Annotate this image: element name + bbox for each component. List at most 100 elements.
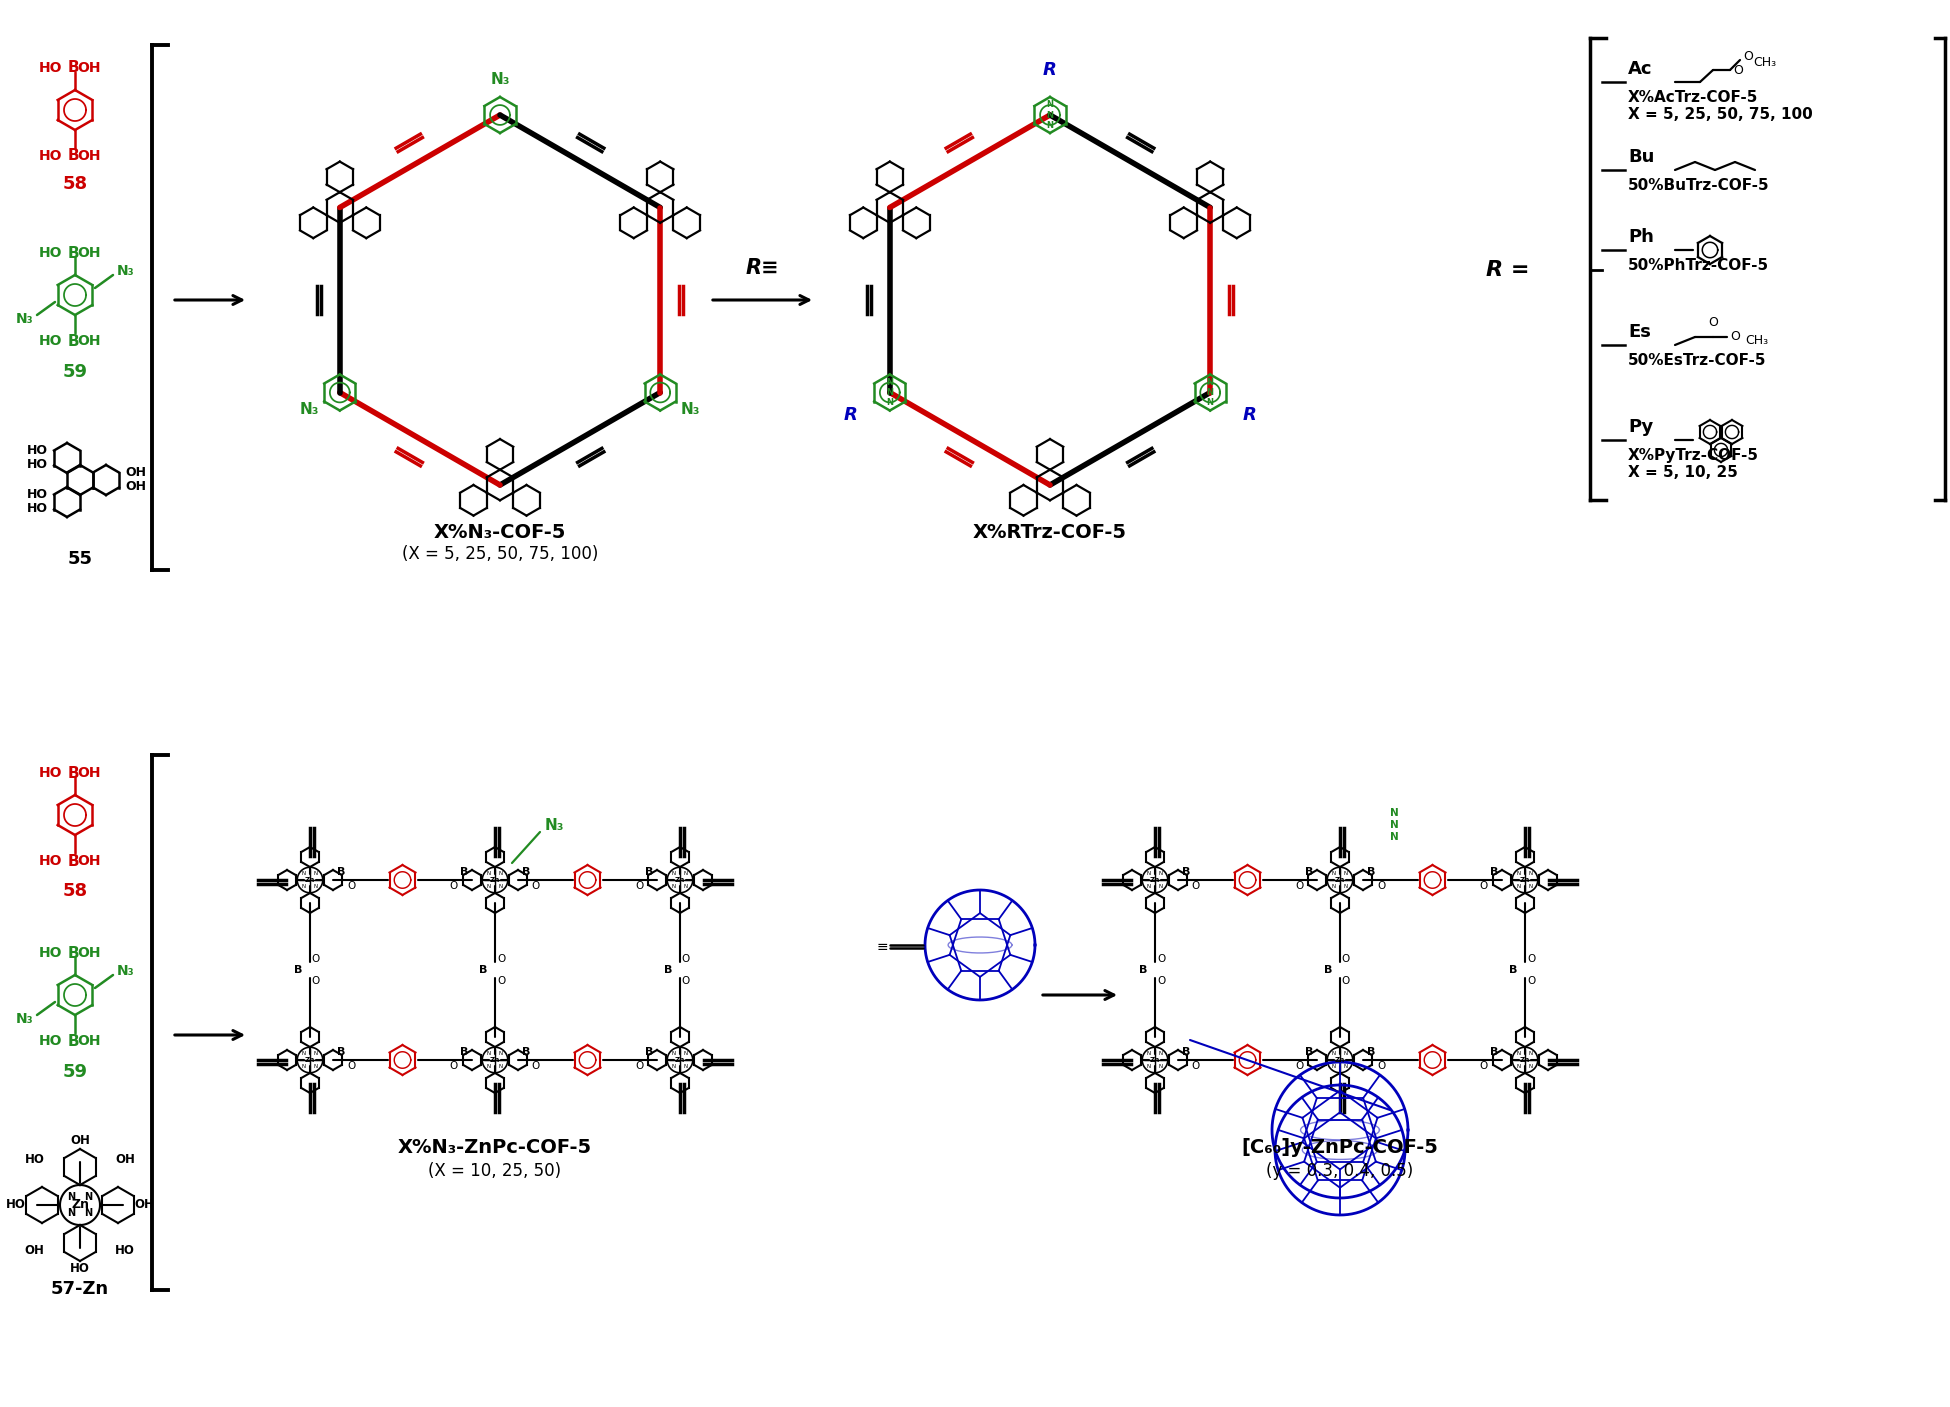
Text: N: N xyxy=(68,1192,76,1202)
Text: N: N xyxy=(499,1051,503,1057)
Text: B: B xyxy=(1182,867,1190,877)
Text: N: N xyxy=(1529,1064,1533,1068)
Text: N: N xyxy=(302,871,306,877)
Text: N: N xyxy=(314,884,318,888)
Text: N: N xyxy=(1517,1051,1521,1057)
Text: N: N xyxy=(673,871,677,877)
Text: HO: HO xyxy=(27,459,49,471)
Text: B: B xyxy=(1490,867,1498,877)
Text: O: O xyxy=(1377,881,1384,891)
Text: N: N xyxy=(1147,1064,1150,1068)
Text: HO: HO xyxy=(39,854,62,868)
Text: X%N₃-ZnPc-COF-5: X%N₃-ZnPc-COF-5 xyxy=(398,1138,593,1157)
Text: HO: HO xyxy=(27,445,49,457)
Text: N: N xyxy=(684,884,688,888)
Text: O: O xyxy=(1527,954,1535,964)
Text: Zn: Zn xyxy=(1336,877,1345,884)
Text: B: B xyxy=(1367,1047,1375,1057)
Text: N
N
N: N N N xyxy=(887,377,893,408)
Text: N: N xyxy=(1147,1051,1150,1057)
Text: HO: HO xyxy=(27,488,49,501)
Text: O: O xyxy=(532,1061,540,1071)
Text: N: N xyxy=(1158,871,1162,877)
Text: CH₃: CH₃ xyxy=(1753,55,1776,69)
Text: O: O xyxy=(497,976,505,986)
Text: HO: HO xyxy=(39,1034,62,1048)
Text: B: B xyxy=(1324,965,1332,975)
Text: Ph: Ph xyxy=(1628,228,1654,246)
Text: B: B xyxy=(66,765,78,781)
Text: O: O xyxy=(1295,881,1303,891)
Text: N: N xyxy=(84,1192,92,1202)
Text: N: N xyxy=(68,1209,76,1218)
Text: Zn: Zn xyxy=(489,877,499,884)
Text: N
N
N: N N N xyxy=(1207,377,1213,408)
Text: N: N xyxy=(1517,871,1521,877)
Text: 55: 55 xyxy=(68,550,92,568)
Text: O: O xyxy=(1295,1061,1303,1071)
Text: HO: HO xyxy=(39,946,62,960)
Text: B: B xyxy=(1305,1047,1312,1057)
Text: N: N xyxy=(302,1051,306,1057)
Text: Zn: Zn xyxy=(1150,877,1160,884)
Text: O: O xyxy=(1743,51,1753,63)
Text: O: O xyxy=(1342,976,1349,986)
Text: ≡: ≡ xyxy=(876,940,887,954)
Text: B: B xyxy=(645,867,653,877)
Text: 50%EsTrz-COF-5: 50%EsTrz-COF-5 xyxy=(1628,353,1767,369)
Text: (X = 5, 25, 50, 75, 100): (X = 5, 25, 50, 75, 100) xyxy=(402,545,599,563)
Text: O: O xyxy=(1480,881,1488,891)
Text: OH: OH xyxy=(76,333,101,348)
Text: O: O xyxy=(636,881,644,891)
Text: N: N xyxy=(1147,871,1150,877)
Text: O: O xyxy=(1734,63,1743,76)
Text: 59: 59 xyxy=(62,1064,88,1081)
Text: O: O xyxy=(682,976,690,986)
Text: 50%PhTrz-COF-5: 50%PhTrz-COF-5 xyxy=(1628,257,1769,273)
Text: O: O xyxy=(1156,976,1166,986)
Text: OH: OH xyxy=(76,246,101,260)
Text: N: N xyxy=(673,884,677,888)
Text: N: N xyxy=(499,1064,503,1068)
Text: N: N xyxy=(1529,871,1533,877)
Text: N: N xyxy=(673,1064,677,1068)
Text: N: N xyxy=(1158,1051,1162,1057)
Text: N₃: N₃ xyxy=(117,265,135,279)
Text: O: O xyxy=(450,1061,458,1071)
Text: B: B xyxy=(645,1047,653,1057)
Text: N: N xyxy=(1344,871,1347,877)
Text: Zn: Zn xyxy=(1519,877,1531,884)
Text: N₃: N₃ xyxy=(117,964,135,978)
Text: HO: HO xyxy=(70,1262,90,1276)
Text: N: N xyxy=(1332,871,1336,877)
Text: Ac: Ac xyxy=(1628,61,1652,77)
Text: OH: OH xyxy=(76,1034,101,1048)
Text: HO: HO xyxy=(39,61,62,75)
Text: N
N
N: N N N xyxy=(1047,100,1053,129)
Text: N: N xyxy=(1517,1064,1521,1068)
Text: N: N xyxy=(499,884,503,888)
Text: B: B xyxy=(1139,965,1147,975)
Text: HO: HO xyxy=(27,502,49,515)
Text: N: N xyxy=(314,1064,318,1068)
Text: HO: HO xyxy=(115,1244,135,1256)
Text: CH₃: CH₃ xyxy=(1745,333,1769,346)
Text: O: O xyxy=(682,954,690,964)
Text: N: N xyxy=(1529,1051,1533,1057)
Text: OH: OH xyxy=(125,467,146,480)
Text: Zn: Zn xyxy=(489,1057,499,1064)
Text: B: B xyxy=(66,946,78,961)
Text: O: O xyxy=(1708,317,1718,329)
Text: 57-Zn: 57-Zn xyxy=(51,1280,109,1299)
Text: X%RTrz-COF-5: X%RTrz-COF-5 xyxy=(973,523,1127,542)
Text: Zn: Zn xyxy=(675,1057,684,1064)
Text: Py: Py xyxy=(1628,418,1654,436)
Text: B: B xyxy=(1367,867,1375,877)
Text: (X = 10, 25, 50): (X = 10, 25, 50) xyxy=(429,1162,562,1180)
Text: N: N xyxy=(488,884,491,888)
Text: Zn: Zn xyxy=(304,1057,316,1064)
Text: OH: OH xyxy=(125,481,146,494)
Text: Zn: Zn xyxy=(675,877,684,884)
Text: OH: OH xyxy=(76,765,101,779)
Text: N₃: N₃ xyxy=(300,402,320,418)
